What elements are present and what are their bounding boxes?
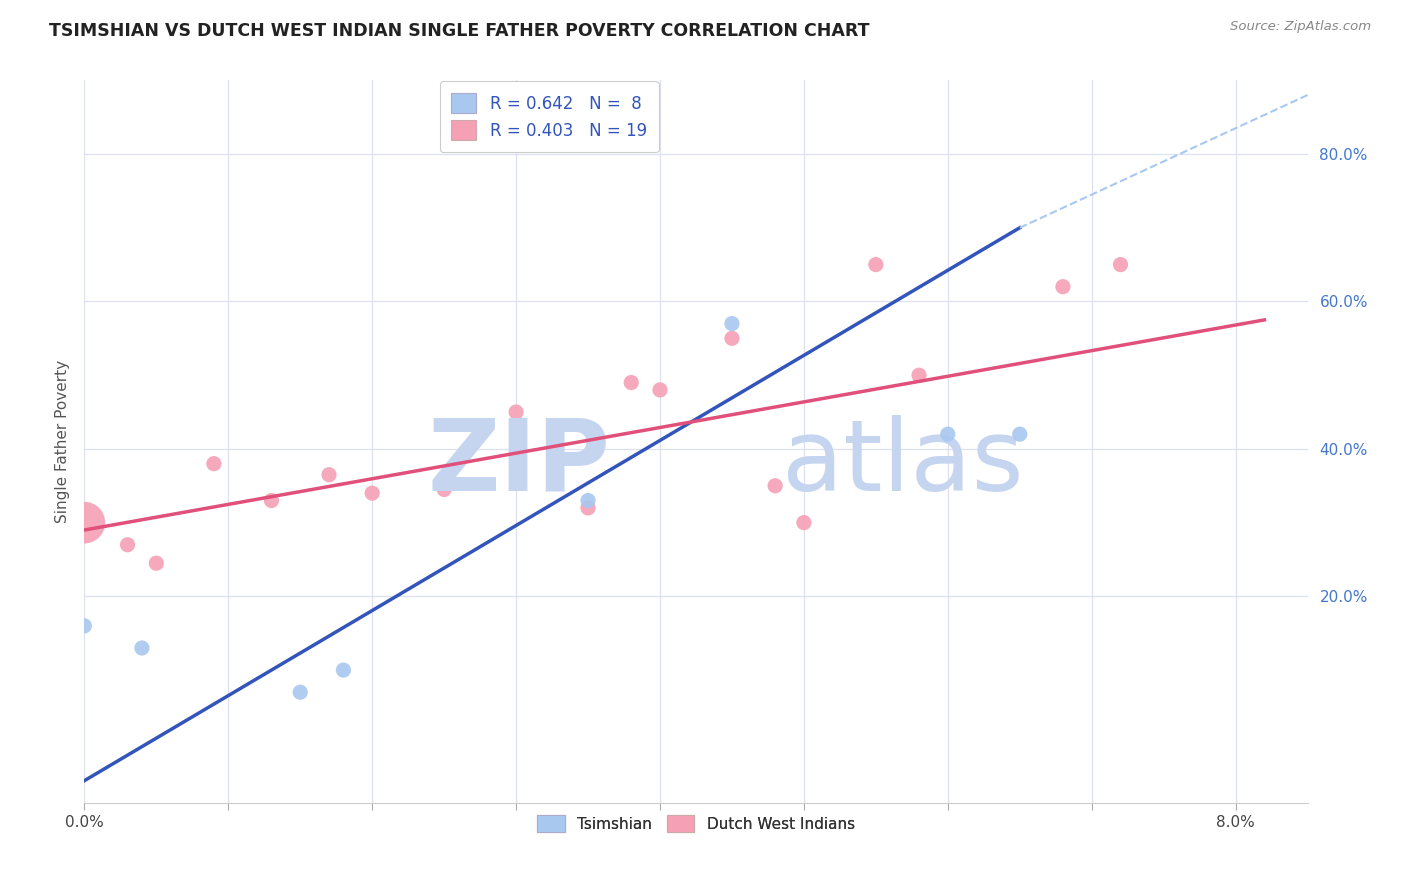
Point: [576, 500, 599, 515]
Point: [73, 619, 96, 633]
Point: [936, 427, 959, 442]
Text: atlas: atlas: [782, 415, 1024, 512]
Point: [260, 493, 283, 508]
Point: [721, 317, 744, 331]
Text: TSIMSHIAN VS DUTCH WEST INDIAN SINGLE FATHER POVERTY CORRELATION CHART: TSIMSHIAN VS DUTCH WEST INDIAN SINGLE FA…: [49, 22, 870, 40]
Point: [865, 258, 887, 272]
Point: [433, 483, 456, 497]
Point: [648, 383, 671, 397]
Text: ZIP: ZIP: [427, 415, 610, 512]
Point: [361, 486, 384, 500]
Point: [202, 457, 225, 471]
Text: Source: ZipAtlas.com: Source: ZipAtlas.com: [1230, 20, 1371, 33]
Point: [908, 368, 931, 383]
Point: [318, 467, 340, 482]
Point: [117, 538, 139, 552]
Y-axis label: Single Father Poverty: Single Father Poverty: [55, 360, 70, 523]
Point: [1008, 427, 1031, 442]
Point: [1109, 258, 1132, 272]
Point: [131, 640, 153, 655]
Point: [793, 516, 815, 530]
Point: [290, 685, 312, 699]
Point: [332, 663, 354, 677]
Point: [145, 556, 167, 570]
Point: [620, 376, 643, 390]
Point: [73, 516, 96, 530]
Point: [721, 331, 744, 345]
Point: [505, 405, 527, 419]
Legend: Tsimshian, Dutch West Indians: Tsimshian, Dutch West Indians: [531, 809, 860, 838]
Point: [576, 493, 599, 508]
Point: [1052, 279, 1074, 293]
Point: [763, 479, 786, 493]
